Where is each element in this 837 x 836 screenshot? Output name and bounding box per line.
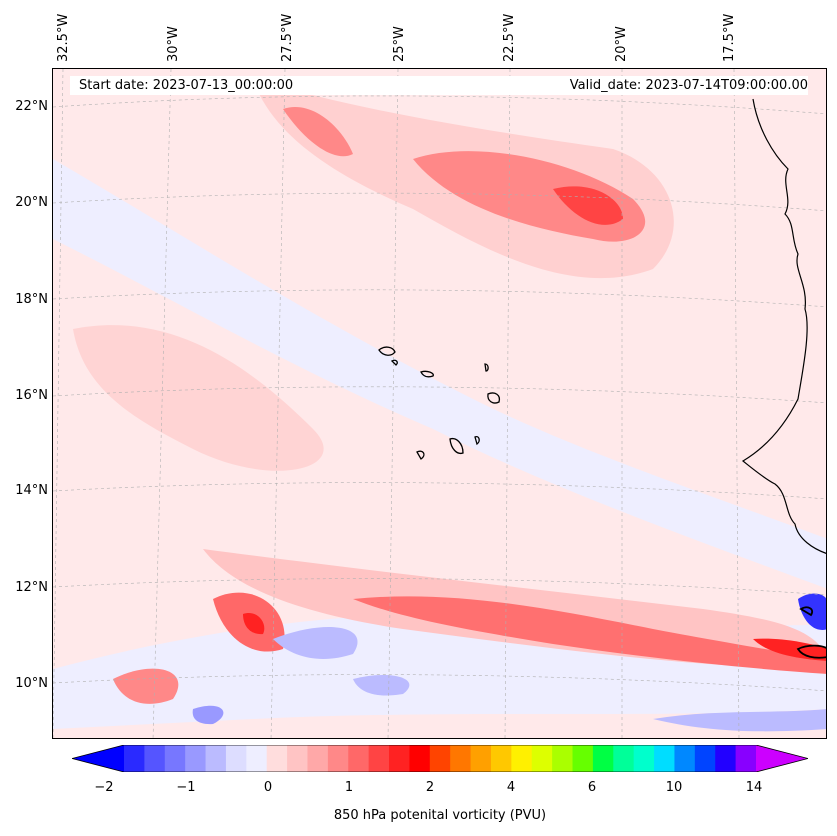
- colorbar-segment: [246, 745, 268, 772]
- pv-maximum: [553, 186, 623, 225]
- colorbar-tick-label: 0: [263, 780, 273, 795]
- pv-contour-map: [53, 69, 826, 738]
- pv-maximum: [753, 638, 826, 661]
- start-date-text: Start date: 2023-07-13_00:00:00: [79, 78, 294, 93]
- colorbar-segment: [429, 745, 451, 772]
- colorbar-segment: [694, 745, 716, 772]
- colorbar-segment: [654, 745, 675, 772]
- colorbar-segment: [490, 745, 512, 772]
- latitude-label: 10°N: [15, 676, 48, 691]
- colorbar-segment: [613, 745, 635, 772]
- latitude-label: 20°N: [15, 195, 48, 210]
- colorbar-tick-label: 6: [587, 780, 597, 795]
- colorbar-tick-label: −1: [176, 780, 196, 795]
- colorbar-label: 850 hPa potenital vorticity (PVU): [333, 808, 547, 823]
- colorbar-segment: [205, 745, 227, 772]
- colorbar-segment: [409, 745, 431, 772]
- longitude-label: 22.5°W: [502, 13, 517, 62]
- colorbar-segment: [225, 745, 247, 772]
- colorbar-segment: [674, 745, 696, 772]
- latitude-label: 14°N: [15, 483, 48, 498]
- longitude-label: 20°W: [614, 26, 629, 62]
- colorbar-segment: [715, 745, 737, 772]
- colorbar-under-arrow: [72, 745, 124, 772]
- pv-minimum: [353, 674, 410, 696]
- pv-minimum: [273, 627, 358, 659]
- colorbar-segment: [531, 745, 553, 772]
- low-pv-band: [53, 159, 826, 589]
- colorbar-segment: [164, 745, 186, 772]
- pv-maximum: [353, 596, 826, 674]
- colorbar-segment: [552, 745, 574, 772]
- colorbar-tick-label: 14: [745, 780, 763, 795]
- longitude-label: 27.5°W: [280, 13, 295, 62]
- colorbar-segment: [287, 745, 308, 772]
- colorbar-tick-label: 10: [665, 780, 683, 795]
- longitude-label: 32.5°W: [56, 13, 71, 62]
- colorbar-segment: [735, 745, 757, 772]
- longitude-label: 25°W: [392, 26, 407, 62]
- colorbar-tick-label: 4: [506, 780, 516, 795]
- colorbar-segment: [389, 745, 410, 772]
- pv-minimum: [192, 705, 224, 725]
- valid-date-text: Valid_date: 2023-07-14T09:00:00.00: [569, 78, 808, 93]
- colorbar-segment: [511, 745, 533, 772]
- longitude-label: 17.5°W: [722, 13, 737, 62]
- map-panel: [52, 68, 827, 739]
- colorbar-segment: [307, 745, 329, 772]
- colorbar-tick-label: 1: [344, 780, 354, 795]
- colorbar-segment: [327, 745, 349, 772]
- colorbar-segment: [185, 745, 207, 772]
- colorbar-segment: [633, 745, 655, 772]
- colorbar-segment: [470, 745, 492, 772]
- africa-coastline: [741, 98, 826, 554]
- longitude-label: 30°W: [166, 26, 181, 62]
- graticule: [53, 69, 826, 738]
- colorbar-segment: [450, 745, 472, 772]
- colorbar-segment: [592, 745, 614, 772]
- colorbar-segment: [144, 745, 166, 772]
- pv-maximum: [113, 668, 179, 704]
- latitude-label: 22°N: [15, 99, 48, 114]
- pv-maximum: [283, 107, 353, 157]
- colorbar-segment: [368, 745, 390, 772]
- colorbar-segment: [572, 745, 594, 772]
- colorbar-segment: [266, 745, 288, 772]
- latitude-label: 18°N: [15, 292, 48, 307]
- bissagos-islands: [796, 606, 826, 659]
- latitude-label: 16°N: [15, 388, 48, 403]
- latitude-label: 12°N: [15, 580, 48, 595]
- colorbar-tick-label: 2: [425, 780, 435, 795]
- pv-minimum: [653, 709, 826, 732]
- colorbar-segment: [124, 745, 145, 772]
- pv-maximum: [243, 613, 265, 635]
- colorbar-tick-label: −2: [94, 780, 114, 795]
- info-box: [70, 76, 808, 95]
- colorbar: [72, 745, 808, 772]
- colorbar-over-arrow: [756, 745, 808, 772]
- colorbar-segment: [348, 745, 370, 772]
- cape-verde-islands: [378, 346, 501, 460]
- pv-area: [73, 325, 324, 471]
